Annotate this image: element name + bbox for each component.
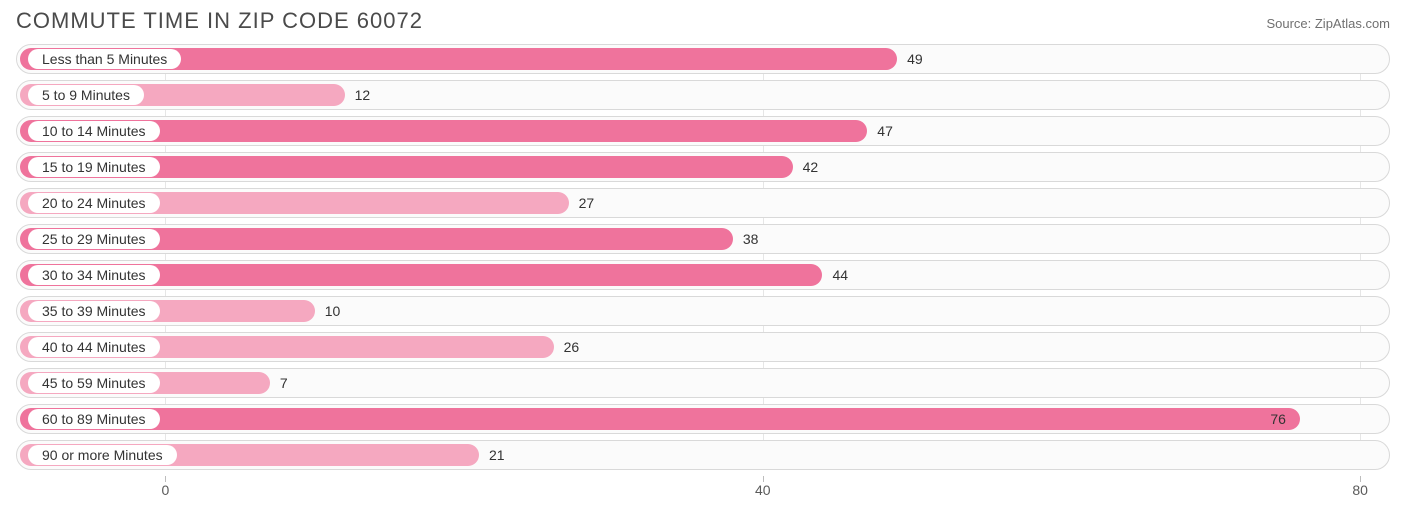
chart-title: COMMUTE TIME IN ZIP CODE 60072 [16, 8, 423, 34]
plot-area: Less than 5 Minutes 49 5 to 9 Minutes 12 10 … [16, 44, 1390, 470]
chart-header: COMMUTE TIME IN ZIP CODE 60072 Source: Z… [0, 0, 1406, 38]
bar-value-label: 26 [564, 339, 580, 355]
bar-row: Less than 5 Minutes 49 [16, 44, 1390, 74]
axis-tick-label: 80 [1352, 482, 1368, 498]
bar-category-label: 20 to 24 Minutes [28, 193, 160, 213]
axis-tick-label: 0 [161, 482, 169, 498]
bar-row: 5 to 9 Minutes 12 [16, 80, 1390, 110]
bar-value-label: 27 [579, 195, 595, 211]
bar-category-label: 35 to 39 Minutes [28, 301, 160, 321]
bar-category-label: 45 to 59 Minutes [28, 373, 160, 393]
bar-row: 30 to 34 Minutes 44 [16, 260, 1390, 290]
chart-wrap: Less than 5 Minutes 49 5 to 9 Minutes 12 10 … [0, 38, 1406, 506]
bar-category-label: 60 to 89 Minutes [28, 409, 160, 429]
bar-value-label: 47 [877, 123, 893, 139]
bar-value-label: 7 [280, 375, 288, 391]
bar-row: 10 to 14 Minutes 47 [16, 116, 1390, 146]
bar-category-label: 40 to 44 Minutes [28, 337, 160, 357]
bar-value-label: 12 [355, 87, 371, 103]
bar-value-label: 49 [907, 51, 923, 67]
bar-row: 15 to 19 Minutes 42 [16, 152, 1390, 182]
bar-value-label: 21 [489, 447, 505, 463]
chart-source: Source: ZipAtlas.com [1266, 16, 1390, 31]
bar-row: 45 to 59 Minutes 7 [16, 368, 1390, 398]
bar-category-label: 30 to 34 Minutes [28, 265, 160, 285]
bar-value-label: 38 [743, 231, 759, 247]
bar-category-label: 15 to 19 Minutes [28, 157, 160, 177]
bar-row: 35 to 39 Minutes 10 [16, 296, 1390, 326]
bar-value-label: 76 [1270, 411, 1286, 427]
bar-row: 20 to 24 Minutes 27 [16, 188, 1390, 218]
bar-value-label: 44 [832, 267, 848, 283]
bar-category-label: 25 to 29 Minutes [28, 229, 160, 249]
bar-row: 25 to 29 Minutes 38 [16, 224, 1390, 254]
x-axis: 0 40 80 [16, 476, 1390, 506]
bar-value-label: 10 [325, 303, 341, 319]
axis-tick-label: 40 [755, 482, 771, 498]
bar-row: 40 to 44 Minutes 26 [16, 332, 1390, 362]
bar-row: 90 or more Minutes 21 [16, 440, 1390, 470]
bar-category-label: Less than 5 Minutes [28, 49, 181, 69]
bar-value-label: 42 [803, 159, 819, 175]
bar-category-label: 10 to 14 Minutes [28, 121, 160, 141]
bar-fill [20, 408, 1300, 430]
bar-row: 60 to 89 Minutes 76 [16, 404, 1390, 434]
bar-category-label: 90 or more Minutes [28, 445, 177, 465]
bar-category-label: 5 to 9 Minutes [28, 85, 144, 105]
